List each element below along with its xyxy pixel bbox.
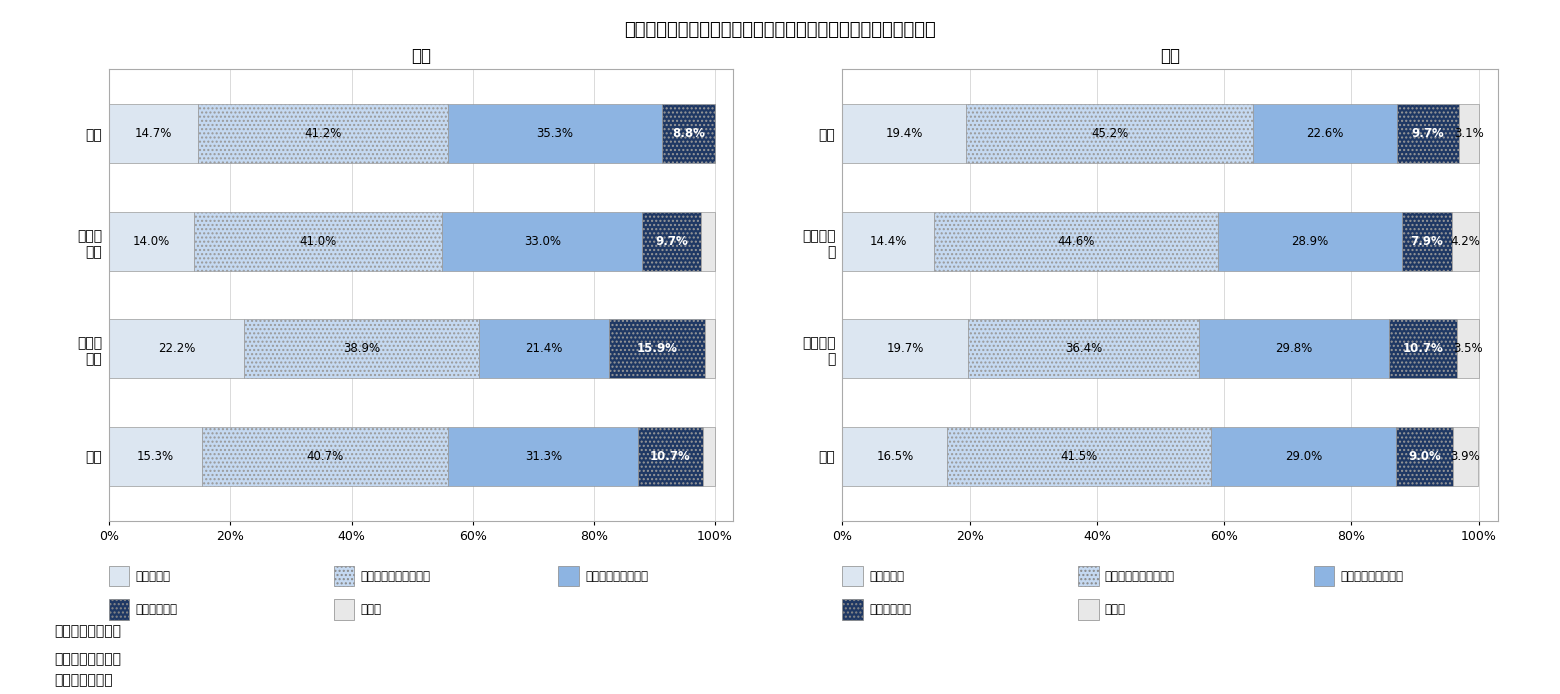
Bar xyxy=(1457,319,1479,378)
Bar xyxy=(1398,104,1459,163)
Text: 4.2%: 4.2% xyxy=(1451,235,1480,248)
Bar xyxy=(1200,319,1388,378)
Text: 16.5%: 16.5% xyxy=(877,450,914,463)
Text: 14.7%: 14.7% xyxy=(136,127,173,140)
Text: 10.7%: 10.7% xyxy=(1402,342,1443,355)
Text: 41.2%: 41.2% xyxy=(304,127,342,140)
Bar xyxy=(448,427,638,486)
Text: 9.7%: 9.7% xyxy=(1412,127,1445,140)
Bar xyxy=(109,104,198,163)
Bar xyxy=(109,427,201,486)
Bar xyxy=(243,319,479,378)
Text: （備考１）同上。: （備考１）同上。 xyxy=(55,625,122,638)
Text: 36.4%: 36.4% xyxy=(1065,342,1101,355)
Text: どちらかといえば不安: どちらかといえば不安 xyxy=(360,570,431,582)
Text: 29.0%: 29.0% xyxy=(1285,450,1323,463)
Bar xyxy=(1452,212,1479,271)
Text: （備考２）同上。: （備考２）同上。 xyxy=(55,652,122,666)
Text: 9.0%: 9.0% xyxy=(1409,450,1441,463)
Text: 41.5%: 41.5% xyxy=(1061,450,1098,463)
Text: あまり不安ではない: あまり不安ではない xyxy=(1340,570,1404,582)
Bar xyxy=(1388,319,1457,378)
Text: 38.9%: 38.9% xyxy=(343,342,381,355)
Bar xyxy=(842,427,947,486)
Bar xyxy=(661,104,714,163)
Bar xyxy=(842,104,966,163)
Bar xyxy=(198,104,448,163)
Text: 22.2%: 22.2% xyxy=(158,342,195,355)
Text: とても不安: とても不安 xyxy=(869,570,903,582)
Bar xyxy=(1253,104,1398,163)
Bar xyxy=(705,319,714,378)
Bar xyxy=(1212,427,1396,486)
Text: あまり不安ではない: あまり不安ではない xyxy=(585,570,647,582)
Text: 14.0%: 14.0% xyxy=(133,235,170,248)
Bar xyxy=(201,427,448,486)
Bar xyxy=(1452,427,1477,486)
Text: 10.7%: 10.7% xyxy=(651,450,691,463)
Text: 28.9%: 28.9% xyxy=(1292,235,1328,248)
Text: 33.0%: 33.0% xyxy=(524,235,562,248)
Text: 不安ではない: 不安ではない xyxy=(869,603,911,616)
Text: 図表６　　性・配偶関係別にみた高齢者の老後の生活資金の不安: 図表６ 性・配偶関係別にみた高齢者の老後の生活資金の不安 xyxy=(624,21,936,39)
Text: 19.4%: 19.4% xyxy=(886,127,924,140)
Text: 7.9%: 7.9% xyxy=(1410,235,1443,248)
Text: 21.4%: 21.4% xyxy=(526,342,563,355)
Text: 3.9%: 3.9% xyxy=(1451,450,1480,463)
Bar xyxy=(1396,427,1452,486)
Text: 14.4%: 14.4% xyxy=(869,235,906,248)
Bar xyxy=(842,212,934,271)
Text: （資料）同上。: （資料）同上。 xyxy=(55,673,114,687)
Title: 女性: 女性 xyxy=(1161,47,1179,65)
Bar xyxy=(704,427,714,486)
Bar xyxy=(1401,212,1452,271)
Text: 29.8%: 29.8% xyxy=(1276,342,1312,355)
Text: 19.7%: 19.7% xyxy=(886,342,924,355)
Text: 8.8%: 8.8% xyxy=(672,127,705,140)
Bar xyxy=(643,212,700,271)
Bar xyxy=(193,212,443,271)
Bar xyxy=(448,104,661,163)
Bar xyxy=(109,319,243,378)
Text: 15.9%: 15.9% xyxy=(636,342,677,355)
Bar xyxy=(947,427,1212,486)
Bar xyxy=(967,319,1200,378)
Text: 35.3%: 35.3% xyxy=(537,127,573,140)
Text: 41.0%: 41.0% xyxy=(300,235,337,248)
Bar xyxy=(608,319,705,378)
Bar xyxy=(479,319,608,378)
Text: 無回答: 無回答 xyxy=(360,603,381,616)
Bar xyxy=(934,212,1218,271)
Text: 不安ではない: 不安ではない xyxy=(136,603,178,616)
Text: 3.1%: 3.1% xyxy=(1454,127,1484,140)
Bar xyxy=(966,104,1253,163)
Text: 45.2%: 45.2% xyxy=(1090,127,1128,140)
Text: 無回答: 無回答 xyxy=(1104,603,1126,616)
Text: 9.7%: 9.7% xyxy=(655,235,688,248)
Text: 15.3%: 15.3% xyxy=(137,450,175,463)
Text: 22.6%: 22.6% xyxy=(1307,127,1343,140)
Text: 40.7%: 40.7% xyxy=(307,450,343,463)
Text: 3.5%: 3.5% xyxy=(1454,342,1484,355)
Bar xyxy=(700,212,714,271)
Bar xyxy=(1459,104,1479,163)
Bar xyxy=(1218,212,1401,271)
Title: 男性: 男性 xyxy=(412,47,431,65)
Bar xyxy=(842,319,967,378)
Bar xyxy=(109,212,193,271)
Text: とても不安: とても不安 xyxy=(136,570,170,582)
Text: 31.3%: 31.3% xyxy=(524,450,562,463)
Bar xyxy=(638,427,704,486)
Text: どちらかといえば不安: どちらかといえば不安 xyxy=(1104,570,1175,582)
Bar xyxy=(443,212,643,271)
Text: 44.6%: 44.6% xyxy=(1058,235,1095,248)
